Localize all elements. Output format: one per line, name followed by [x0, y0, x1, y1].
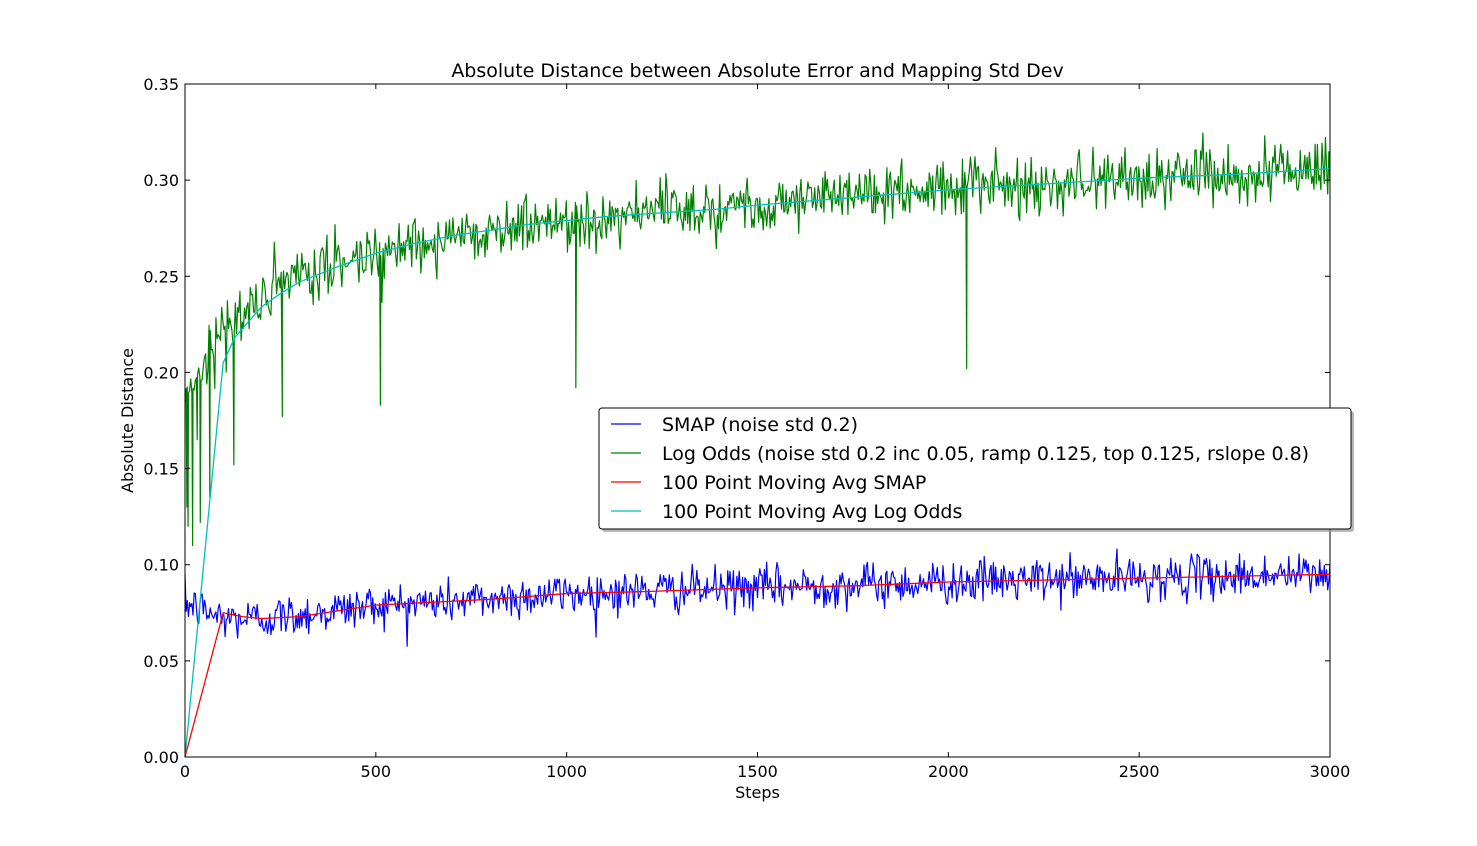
chart-title: Absolute Distance between Absolute Error… [451, 60, 1063, 82]
y-tick-label: 0.10 [143, 556, 179, 575]
series-line-1 [185, 548, 1330, 647]
x-tick-label: 0 [180, 762, 190, 781]
series-line-4 [185, 167, 1330, 757]
x-axis-label: Steps [735, 783, 780, 802]
y-tick-label: 0.25 [143, 267, 179, 286]
series-layer [185, 132, 1330, 757]
x-tick-label: 2000 [928, 762, 969, 781]
x-tick-label: 1500 [737, 762, 778, 781]
x-tick-label: 2500 [1119, 762, 1160, 781]
series-line-3 [185, 573, 1330, 757]
legend-entry: 100 Point Moving Avg SMAP [662, 472, 926, 494]
legend-box [598, 407, 1352, 530]
legend-entry: 100 Point Moving Avg Log Odds [662, 501, 962, 523]
legend: SMAP (noise std 0.2) Log Odds (noise std … [598, 407, 1354, 532]
legend-entry: Log Odds (noise std 0.2 inc 0.05, ramp 0… [662, 443, 1309, 465]
x-tick-label: 3000 [1310, 762, 1351, 781]
y-tick-label: 0.35 [143, 75, 179, 94]
x-tick-label: 1000 [546, 762, 587, 781]
y-tick-label: 0.30 [143, 171, 179, 190]
x-tick-label: 500 [361, 762, 392, 781]
ticks-layer: 0 500 1000 1500 2000 2500 3000 0.00 0.05 0.10 0.15… [143, 75, 1350, 781]
y-tick-label: 0.00 [143, 748, 179, 767]
y-tick-label: 0.20 [143, 363, 179, 382]
series-line-2 [185, 132, 1330, 547]
y-axis-label: Absolute Distance [118, 348, 137, 493]
y-tick-label: 0.15 [143, 460, 179, 479]
legend-entry: SMAP (noise std 0.2) [662, 414, 858, 436]
y-tick-label: 0.05 [143, 652, 179, 671]
